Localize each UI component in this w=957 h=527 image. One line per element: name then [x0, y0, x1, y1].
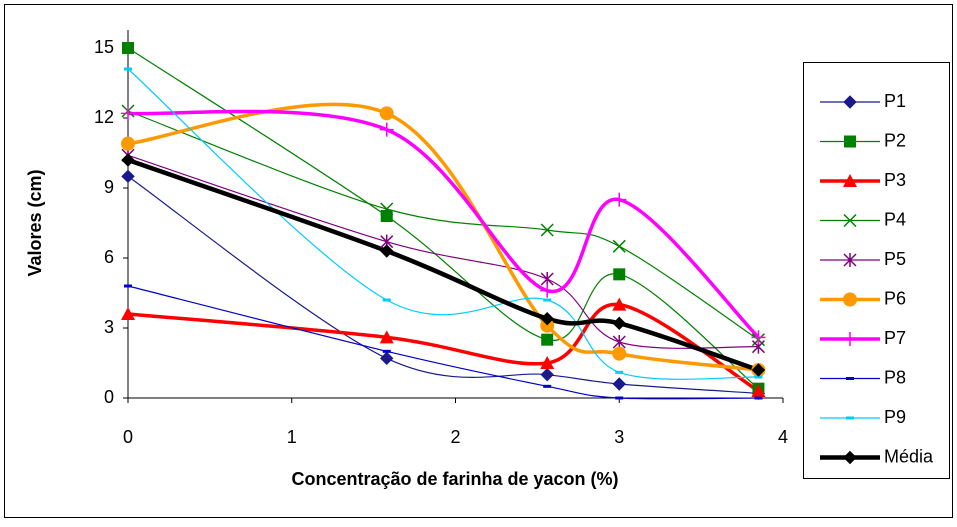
legend-label: P9	[884, 407, 906, 427]
marker	[380, 244, 394, 258]
series-line	[127, 157, 760, 373]
marker	[121, 169, 135, 184]
legend-label: P5	[884, 249, 906, 269]
y-tick-label: 15	[94, 37, 114, 57]
marker	[121, 153, 135, 167]
legend-label: P1	[884, 91, 906, 111]
marker	[540, 367, 554, 382]
y-tick-label: 3	[104, 317, 114, 337]
marker	[379, 330, 394, 344]
marker	[540, 311, 554, 326]
marker	[379, 106, 394, 121]
marker	[380, 202, 394, 216]
marker	[543, 384, 552, 388]
series-line	[127, 175, 759, 394]
x-tick-label: 1	[287, 427, 297, 447]
marker	[843, 253, 857, 267]
legend-label: P2	[884, 130, 906, 150]
marker	[612, 346, 627, 361]
legend-box	[803, 62, 950, 479]
marker	[124, 67, 132, 71]
x-tick-label: 2	[450, 427, 460, 447]
y-tick-label: 6	[104, 247, 114, 267]
marker	[379, 122, 394, 137]
marker	[380, 210, 393, 222]
y-axis-title: Valores (cm)	[25, 169, 45, 276]
series-line	[127, 47, 759, 390]
marker	[380, 351, 394, 366]
marker	[540, 356, 555, 369]
marker	[754, 396, 763, 400]
x-axis-title: Concentração de farinha de yacon (%)	[291, 469, 618, 489]
marker	[613, 268, 626, 281]
legend-label: P7	[884, 328, 906, 348]
marker	[612, 297, 627, 311]
series-line	[127, 285, 759, 400]
x-tick-label: 0	[123, 427, 133, 447]
series-line	[127, 110, 759, 341]
series-line	[127, 109, 760, 339]
legend-label: P6	[884, 288, 906, 308]
marker	[121, 136, 135, 151]
marker	[615, 396, 624, 400]
x-tick-label: 3	[614, 427, 624, 447]
marker	[121, 307, 135, 320]
marker	[751, 330, 766, 345]
marker	[540, 283, 555, 298]
marker	[843, 450, 857, 465]
y-tick-label: 12	[94, 107, 114, 127]
marker	[844, 135, 856, 148]
y-tick-label: 0	[104, 387, 114, 407]
legend-label: P4	[884, 209, 906, 229]
marker	[382, 349, 391, 353]
marker	[846, 377, 854, 380]
marker	[843, 174, 857, 187]
marker	[121, 106, 135, 121]
marker	[843, 332, 857, 346]
series-line	[127, 68, 759, 380]
marker	[540, 318, 555, 333]
marker	[612, 192, 627, 207]
marker	[843, 213, 857, 228]
marker	[612, 316, 626, 331]
marker	[612, 239, 626, 253]
marker	[754, 375, 763, 379]
marker	[543, 298, 552, 302]
marker	[846, 416, 854, 420]
marker	[541, 333, 554, 346]
marker	[615, 370, 624, 374]
legend-label: P3	[884, 170, 906, 190]
marker	[843, 292, 857, 307]
marker	[843, 95, 857, 109]
chart-frame	[4, 4, 953, 518]
marker	[540, 223, 554, 237]
marker	[751, 363, 766, 377]
marker	[122, 42, 134, 54]
marker	[382, 298, 391, 302]
marker	[751, 384, 766, 397]
marker	[612, 377, 626, 391]
series-line	[127, 302, 760, 393]
marker	[124, 284, 132, 288]
legend-label: Média	[884, 446, 934, 466]
legend-label: P8	[884, 367, 906, 387]
x-tick-label: 4	[778, 427, 788, 447]
y-tick-label: 9	[104, 177, 114, 197]
